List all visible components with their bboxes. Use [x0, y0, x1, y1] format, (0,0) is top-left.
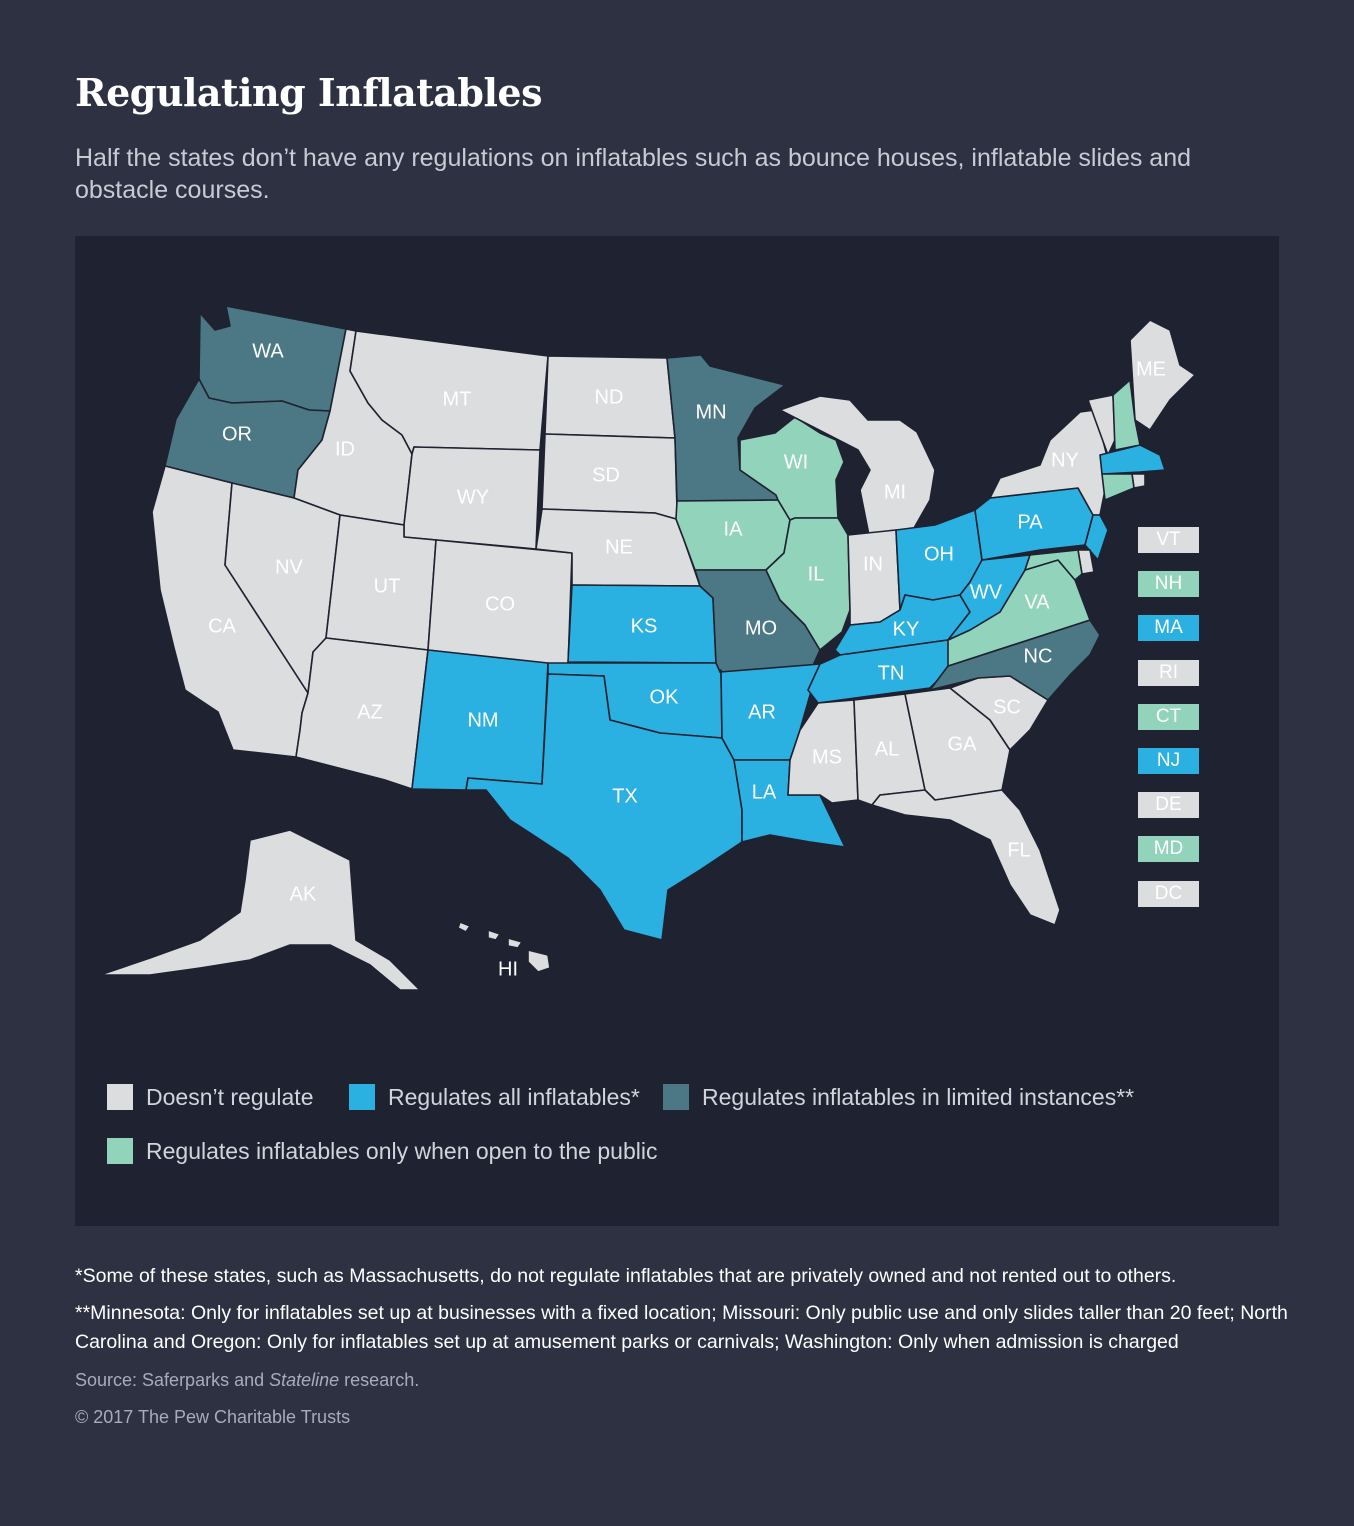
state-label-mt: MT [443, 388, 472, 410]
state-label-or: OR [222, 423, 252, 445]
state-mn[interactable] [666, 354, 786, 502]
state-ct[interactable] [1101, 473, 1135, 501]
copyright: © 2017 The Pew Charitable Trusts [75, 1407, 351, 1427]
state-label-tx: TX [612, 785, 638, 807]
state-label-hi: HI [498, 958, 518, 980]
small-state-ri[interactable]: RI [1138, 659, 1199, 686]
page-title: Regulating Inflatables [75, 70, 543, 115]
state-label-mn: MN [695, 401, 726, 423]
state-mi[interactable] [779, 395, 936, 541]
state-label-ok: OK [650, 686, 680, 708]
legend-item-public-only: Regulates inflatables only when open to … [107, 1138, 657, 1164]
map-panel: WA OR CA ID NV MT WY UT AZ CO NM ND SD NE KS OK TX MN IA MO… [75, 236, 1279, 1226]
state-nj[interactable] [1084, 514, 1109, 561]
legend-item-doesnt-regulate: Doesn’t regulate [107, 1084, 314, 1110]
state-fl[interactable] [871, 789, 1061, 926]
state-labels: WA OR CA ID NV MT WY UT AZ CO NM ND SD NE KS OK TX MN IA MO… [208, 340, 1166, 980]
state-label-mo: MO [745, 617, 777, 639]
state-label-fl: FL [1007, 839, 1030, 861]
legend-label-regulates-all: Regulates all inflatables* [388, 1084, 640, 1110]
legend-swatch-doesnt-regulate [107, 1084, 133, 1110]
legend-swatch-public-only [107, 1138, 133, 1164]
state-label-il: IL [808, 563, 825, 585]
state-label-tn: TN [878, 662, 905, 684]
state-label-al: AL [875, 738, 899, 760]
state-label-ga: GA [948, 733, 978, 755]
state-label-mi: MI [884, 481, 906, 503]
small-state-ma[interactable]: MA [1138, 615, 1199, 642]
state-label-ar: AR [748, 701, 776, 723]
state-label-wv: WV [970, 581, 1003, 603]
state-hi[interactable] [457, 921, 551, 973]
legend-item-regulates-all: Regulates all inflatables* [349, 1084, 640, 1110]
state-label-va: VA [1024, 591, 1050, 613]
state-label-ky: KY [893, 618, 920, 640]
state-label-la: LA [752, 781, 777, 803]
source-prefix: Source: Saferparks and [75, 1370, 270, 1390]
state-mt[interactable] [349, 330, 549, 455]
state-label-wy: WY [457, 486, 489, 508]
state-label-ca: CA [208, 615, 236, 637]
footnote-1: *Some of these states, such as Massachus… [75, 1265, 1177, 1287]
state-label-ks: KS [631, 615, 658, 637]
legend-swatch-regulates-all [349, 1084, 375, 1110]
state-il[interactable] [765, 517, 851, 651]
small-state-vt[interactable]: VT [1138, 527, 1199, 553]
small-state-nh[interactable]: NH [1138, 571, 1199, 598]
legend-label-public-only: Regulates inflatables only when open to … [146, 1138, 658, 1164]
small-state-ct[interactable]: CT [1138, 703, 1199, 730]
state-label-nc: NC [1024, 645, 1053, 667]
state-tx[interactable] [465, 673, 743, 941]
footnote-2: **Minnesota: Only for inflatables set up… [75, 1302, 1288, 1353]
small-state-nj[interactable]: NJ [1138, 748, 1199, 774]
state-label-ny: NY [1051, 449, 1079, 471]
state-label-wa: WA [252, 340, 284, 362]
state-label-nm: NM [467, 709, 498, 731]
state-ak[interactable] [99, 829, 421, 991]
state-label-ak: AK [290, 883, 317, 905]
source-suffix: research. [339, 1370, 420, 1390]
page-subtitle: Half the states don’t have any regulatio… [75, 144, 1192, 204]
legend-label-limited: Regulates inflatables in limited instanc… [702, 1084, 1135, 1110]
state-label-ia: IA [724, 518, 744, 540]
small-state-dc[interactable]: DC [1138, 880, 1199, 907]
state-label-pa: PA [1017, 511, 1043, 533]
legend-label-doesnt-regulate: Doesn’t regulate [146, 1084, 314, 1110]
small-state-md[interactable]: MD [1138, 836, 1199, 863]
small-state-de[interactable]: DE [1138, 792, 1199, 819]
state-label-sd: SD [592, 464, 620, 486]
legend-item-limited: Regulates inflatables in limited instanc… [663, 1084, 1134, 1110]
state-label-id: ID [335, 438, 355, 460]
state-label-wi: WI [784, 451, 808, 473]
state-me[interactable] [1129, 319, 1196, 431]
state-in[interactable] [847, 529, 901, 626]
state-label-nv: NV [275, 556, 303, 578]
state-nh[interactable] [1112, 379, 1141, 451]
legend-swatch-limited [663, 1084, 689, 1110]
state-md[interactable] [1024, 549, 1083, 581]
state-label-in: IN [863, 553, 883, 575]
state-label-oh: OH [924, 543, 954, 565]
state-label-sc: SC [993, 696, 1021, 718]
footnotes: *Some of these states, such as Massachus… [75, 1262, 1290, 1430]
state-label-me: ME [1136, 358, 1166, 380]
us-map: WA OR CA ID NV MT WY UT AZ CO NM ND SD NE KS OK TX MN IA MO… [99, 305, 1196, 991]
source-italic: Stateline [269, 1370, 340, 1390]
state-shapes [99, 305, 1196, 991]
state-label-co: CO [485, 593, 515, 615]
source-line: Source: Saferparks and Stateline researc… [75, 1367, 1290, 1393]
state-label-ut: UT [374, 575, 401, 597]
state-nc[interactable] [929, 619, 1101, 701]
state-label-ms: MS [812, 746, 842, 768]
state-label-az: AZ [357, 701, 383, 723]
state-label-ne: NE [605, 536, 633, 558]
state-label-nd: ND [595, 386, 624, 408]
state-wv[interactable] [947, 554, 1031, 641]
